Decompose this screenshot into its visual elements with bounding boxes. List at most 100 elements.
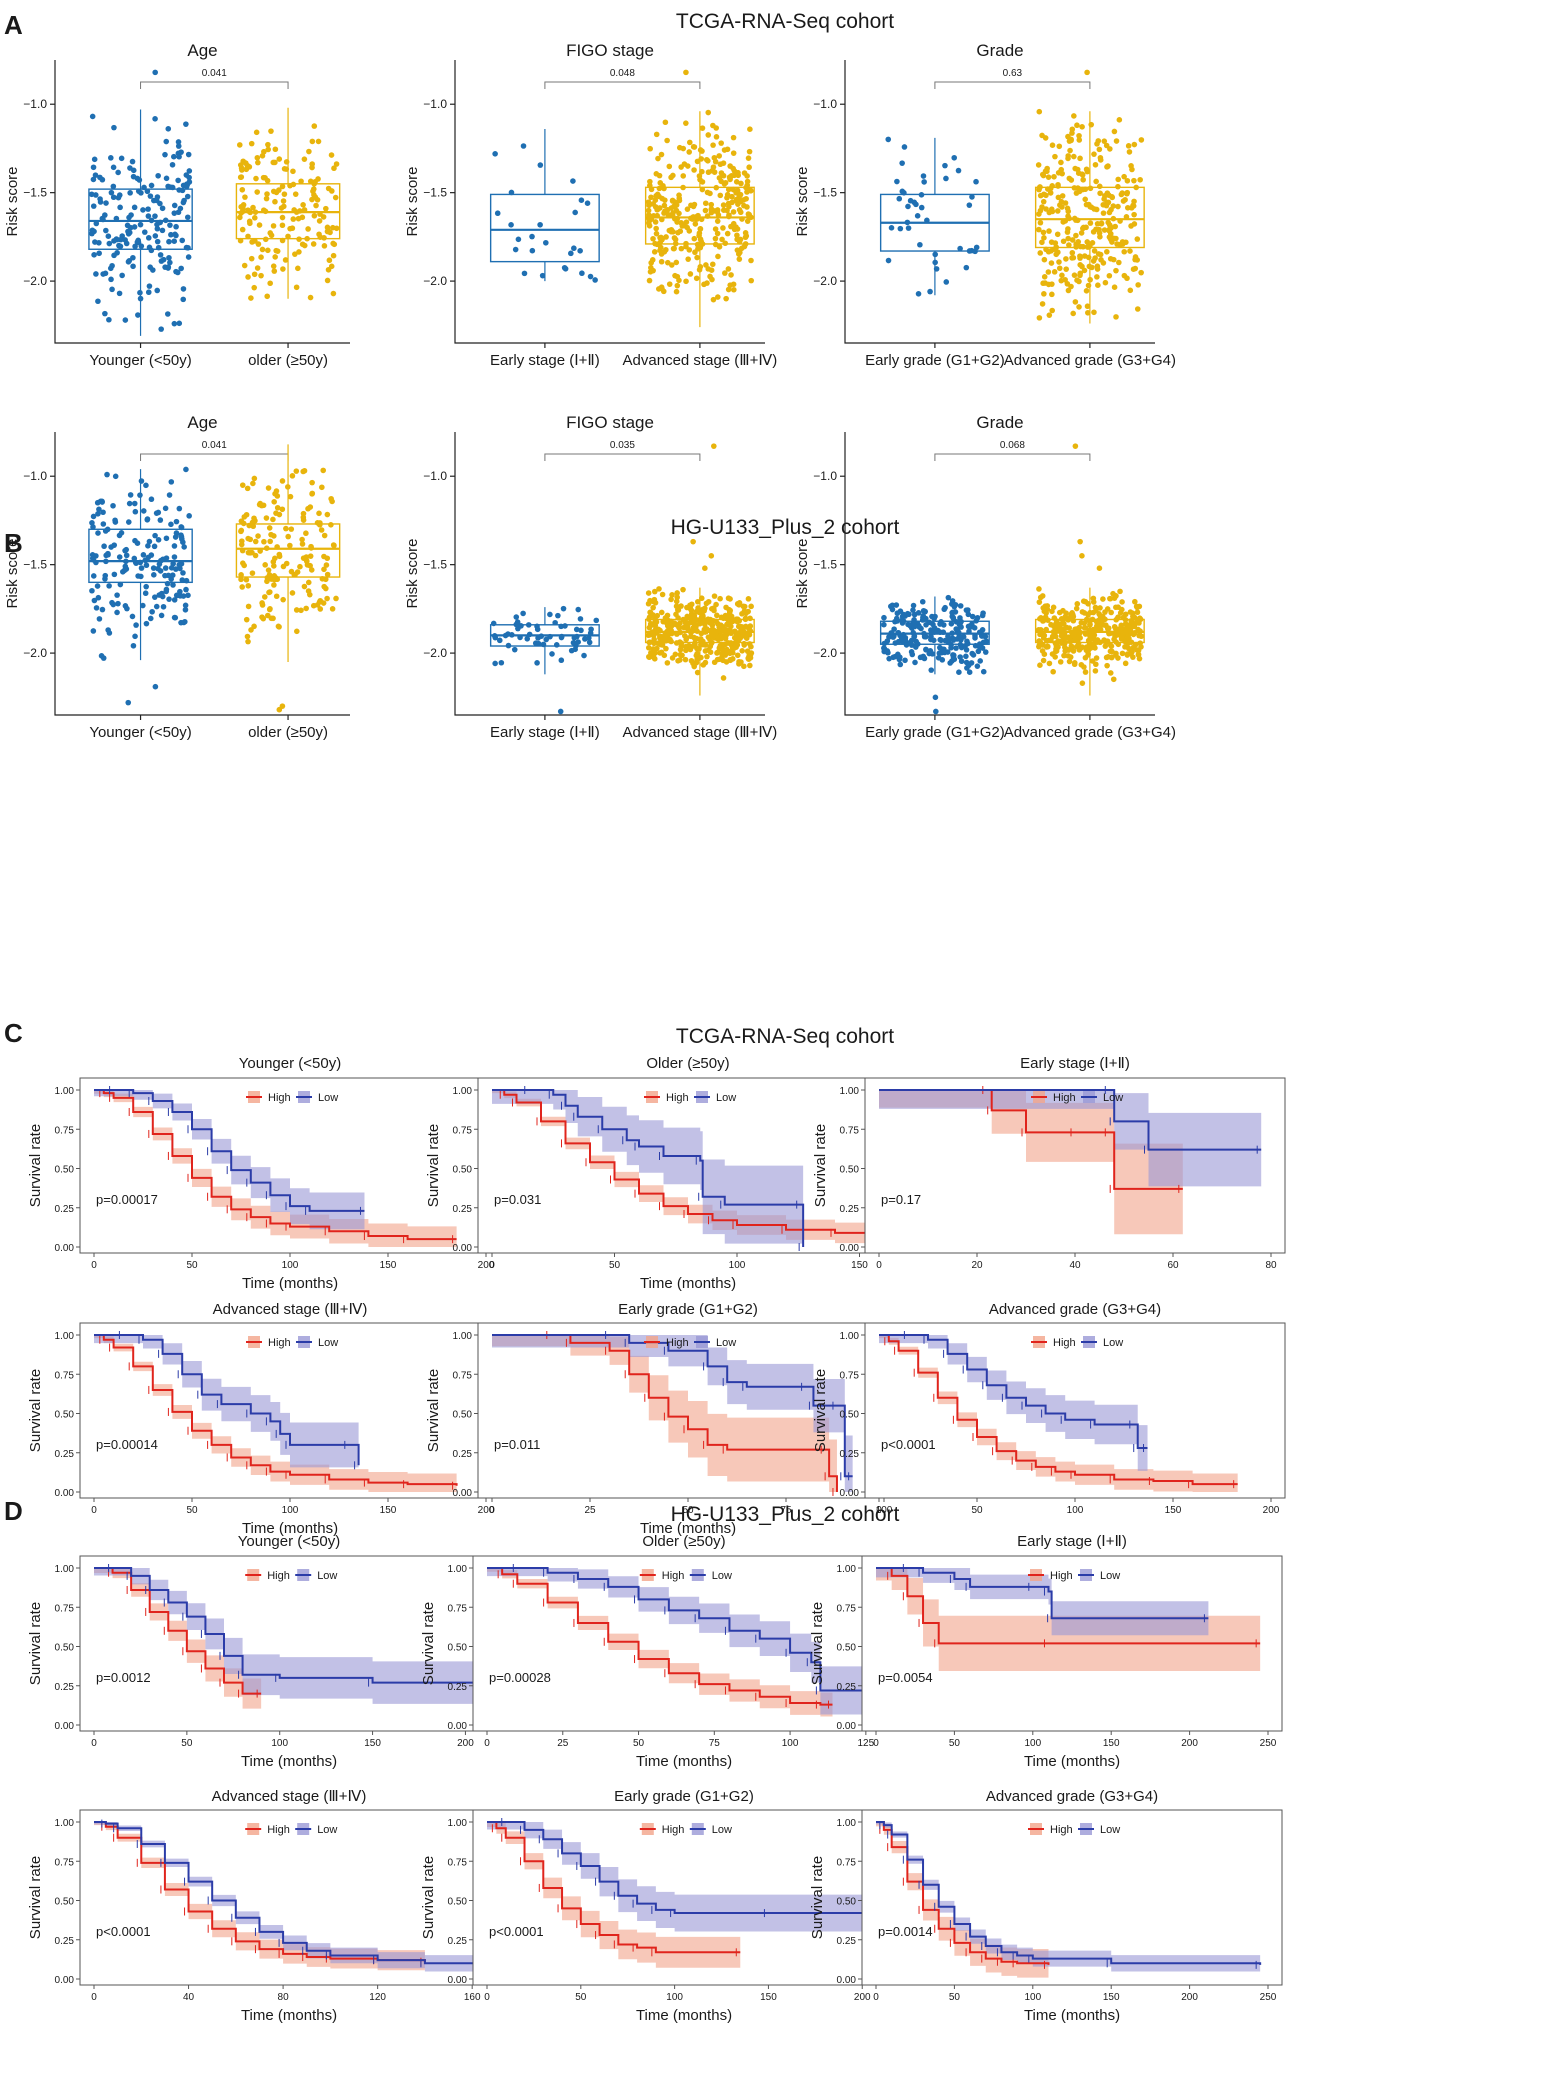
data-point — [1085, 309, 1091, 316]
data-point — [261, 594, 268, 600]
data-point — [685, 256, 691, 262]
data-point — [1091, 206, 1097, 212]
data-point — [651, 656, 658, 662]
data-point — [164, 311, 171, 317]
data-point — [687, 271, 694, 277]
data-point — [318, 527, 325, 533]
data-point — [711, 593, 718, 599]
data-point — [251, 515, 257, 522]
data-point — [171, 238, 178, 244]
y-axis-label: Risk score — [4, 538, 21, 608]
y-tick-label: 0.50 — [837, 1643, 857, 1654]
data-point — [91, 252, 97, 258]
data-point — [178, 149, 184, 155]
data-point — [982, 649, 989, 655]
data-point — [1091, 248, 1098, 254]
data-point — [652, 204, 659, 210]
data-point — [714, 612, 720, 619]
legend-label-high: High — [267, 1824, 290, 1836]
data-point — [881, 621, 887, 628]
data-point — [176, 562, 183, 568]
y-tick-label: 1.00 — [55, 1564, 75, 1575]
data-point — [93, 605, 100, 611]
data-point — [714, 207, 721, 213]
data-point — [1115, 176, 1122, 183]
data-point — [680, 145, 687, 152]
data-point — [1103, 142, 1110, 149]
data-point — [587, 273, 594, 280]
data-point — [118, 530, 125, 536]
data-point — [1073, 241, 1079, 248]
data-point — [1131, 621, 1138, 627]
data-point — [176, 153, 182, 160]
data-point — [321, 566, 327, 573]
data-point — [1079, 124, 1085, 130]
data-point — [265, 141, 271, 148]
data-point — [965, 623, 972, 630]
data-point — [145, 289, 152, 296]
data-point — [1100, 210, 1107, 216]
data-point — [153, 603, 160, 610]
data-point — [280, 266, 286, 272]
data-point — [1040, 657, 1047, 664]
data-point — [905, 225, 912, 231]
data-point — [741, 663, 747, 670]
data-point — [1136, 632, 1142, 639]
data-point — [746, 164, 752, 171]
y-tick-label: −1.0 — [813, 97, 837, 111]
data-point — [684, 625, 691, 632]
data-point — [902, 637, 909, 644]
data-point — [584, 200, 591, 206]
data-point — [130, 642, 137, 649]
data-point — [273, 593, 280, 600]
data-point — [715, 253, 721, 260]
km-panel-c4: Advanced stage (Ⅲ+Ⅳ)Survival rate0.000.2… — [27, 1301, 501, 1537]
data-point — [143, 562, 150, 569]
data-point — [173, 223, 179, 230]
data-point — [255, 533, 261, 539]
data-point — [660, 636, 666, 643]
data-point — [722, 632, 729, 639]
legend-label-low: Low — [318, 1337, 338, 1349]
data-point — [1129, 649, 1135, 655]
data-point — [1091, 641, 1097, 647]
data-point — [1050, 668, 1056, 675]
data-point — [1076, 304, 1082, 310]
data-point — [1093, 178, 1099, 185]
data-point — [159, 205, 166, 212]
data-point — [252, 538, 259, 545]
data-point — [707, 190, 713, 197]
data-point — [945, 594, 952, 601]
data-point — [653, 131, 660, 138]
data-point — [678, 603, 684, 609]
y-axis-label: Survival rate — [27, 1124, 44, 1207]
data-point — [921, 179, 927, 185]
data-point — [276, 156, 283, 162]
confidence-band-low — [94, 1568, 484, 1704]
data-point — [964, 640, 971, 647]
data-point — [279, 478, 286, 484]
data-point — [709, 606, 715, 612]
data-point — [238, 204, 244, 210]
data-point — [325, 266, 332, 273]
data-point — [899, 160, 905, 166]
y-axis-label: Survival rate — [809, 1856, 826, 1939]
data-point — [575, 606, 582, 613]
data-point — [653, 619, 660, 625]
data-point — [251, 623, 257, 630]
data-point — [697, 263, 704, 270]
data-point — [106, 583, 112, 589]
confidence-band-high — [487, 1568, 833, 1717]
data-point — [742, 616, 749, 623]
y-tick-label: 1.00 — [453, 1086, 473, 1097]
data-point — [148, 552, 155, 558]
data-point — [144, 517, 151, 523]
data-point — [1049, 307, 1056, 314]
km-panel-c2: Older (≥50y)Survival rate0.000.250.500.7… — [425, 1055, 899, 1292]
data-point — [241, 262, 248, 269]
data-point — [1049, 142, 1056, 148]
data-point — [508, 222, 514, 228]
data-point — [303, 605, 309, 612]
data-point — [1051, 173, 1057, 180]
legend-label-high: High — [662, 1824, 685, 1836]
